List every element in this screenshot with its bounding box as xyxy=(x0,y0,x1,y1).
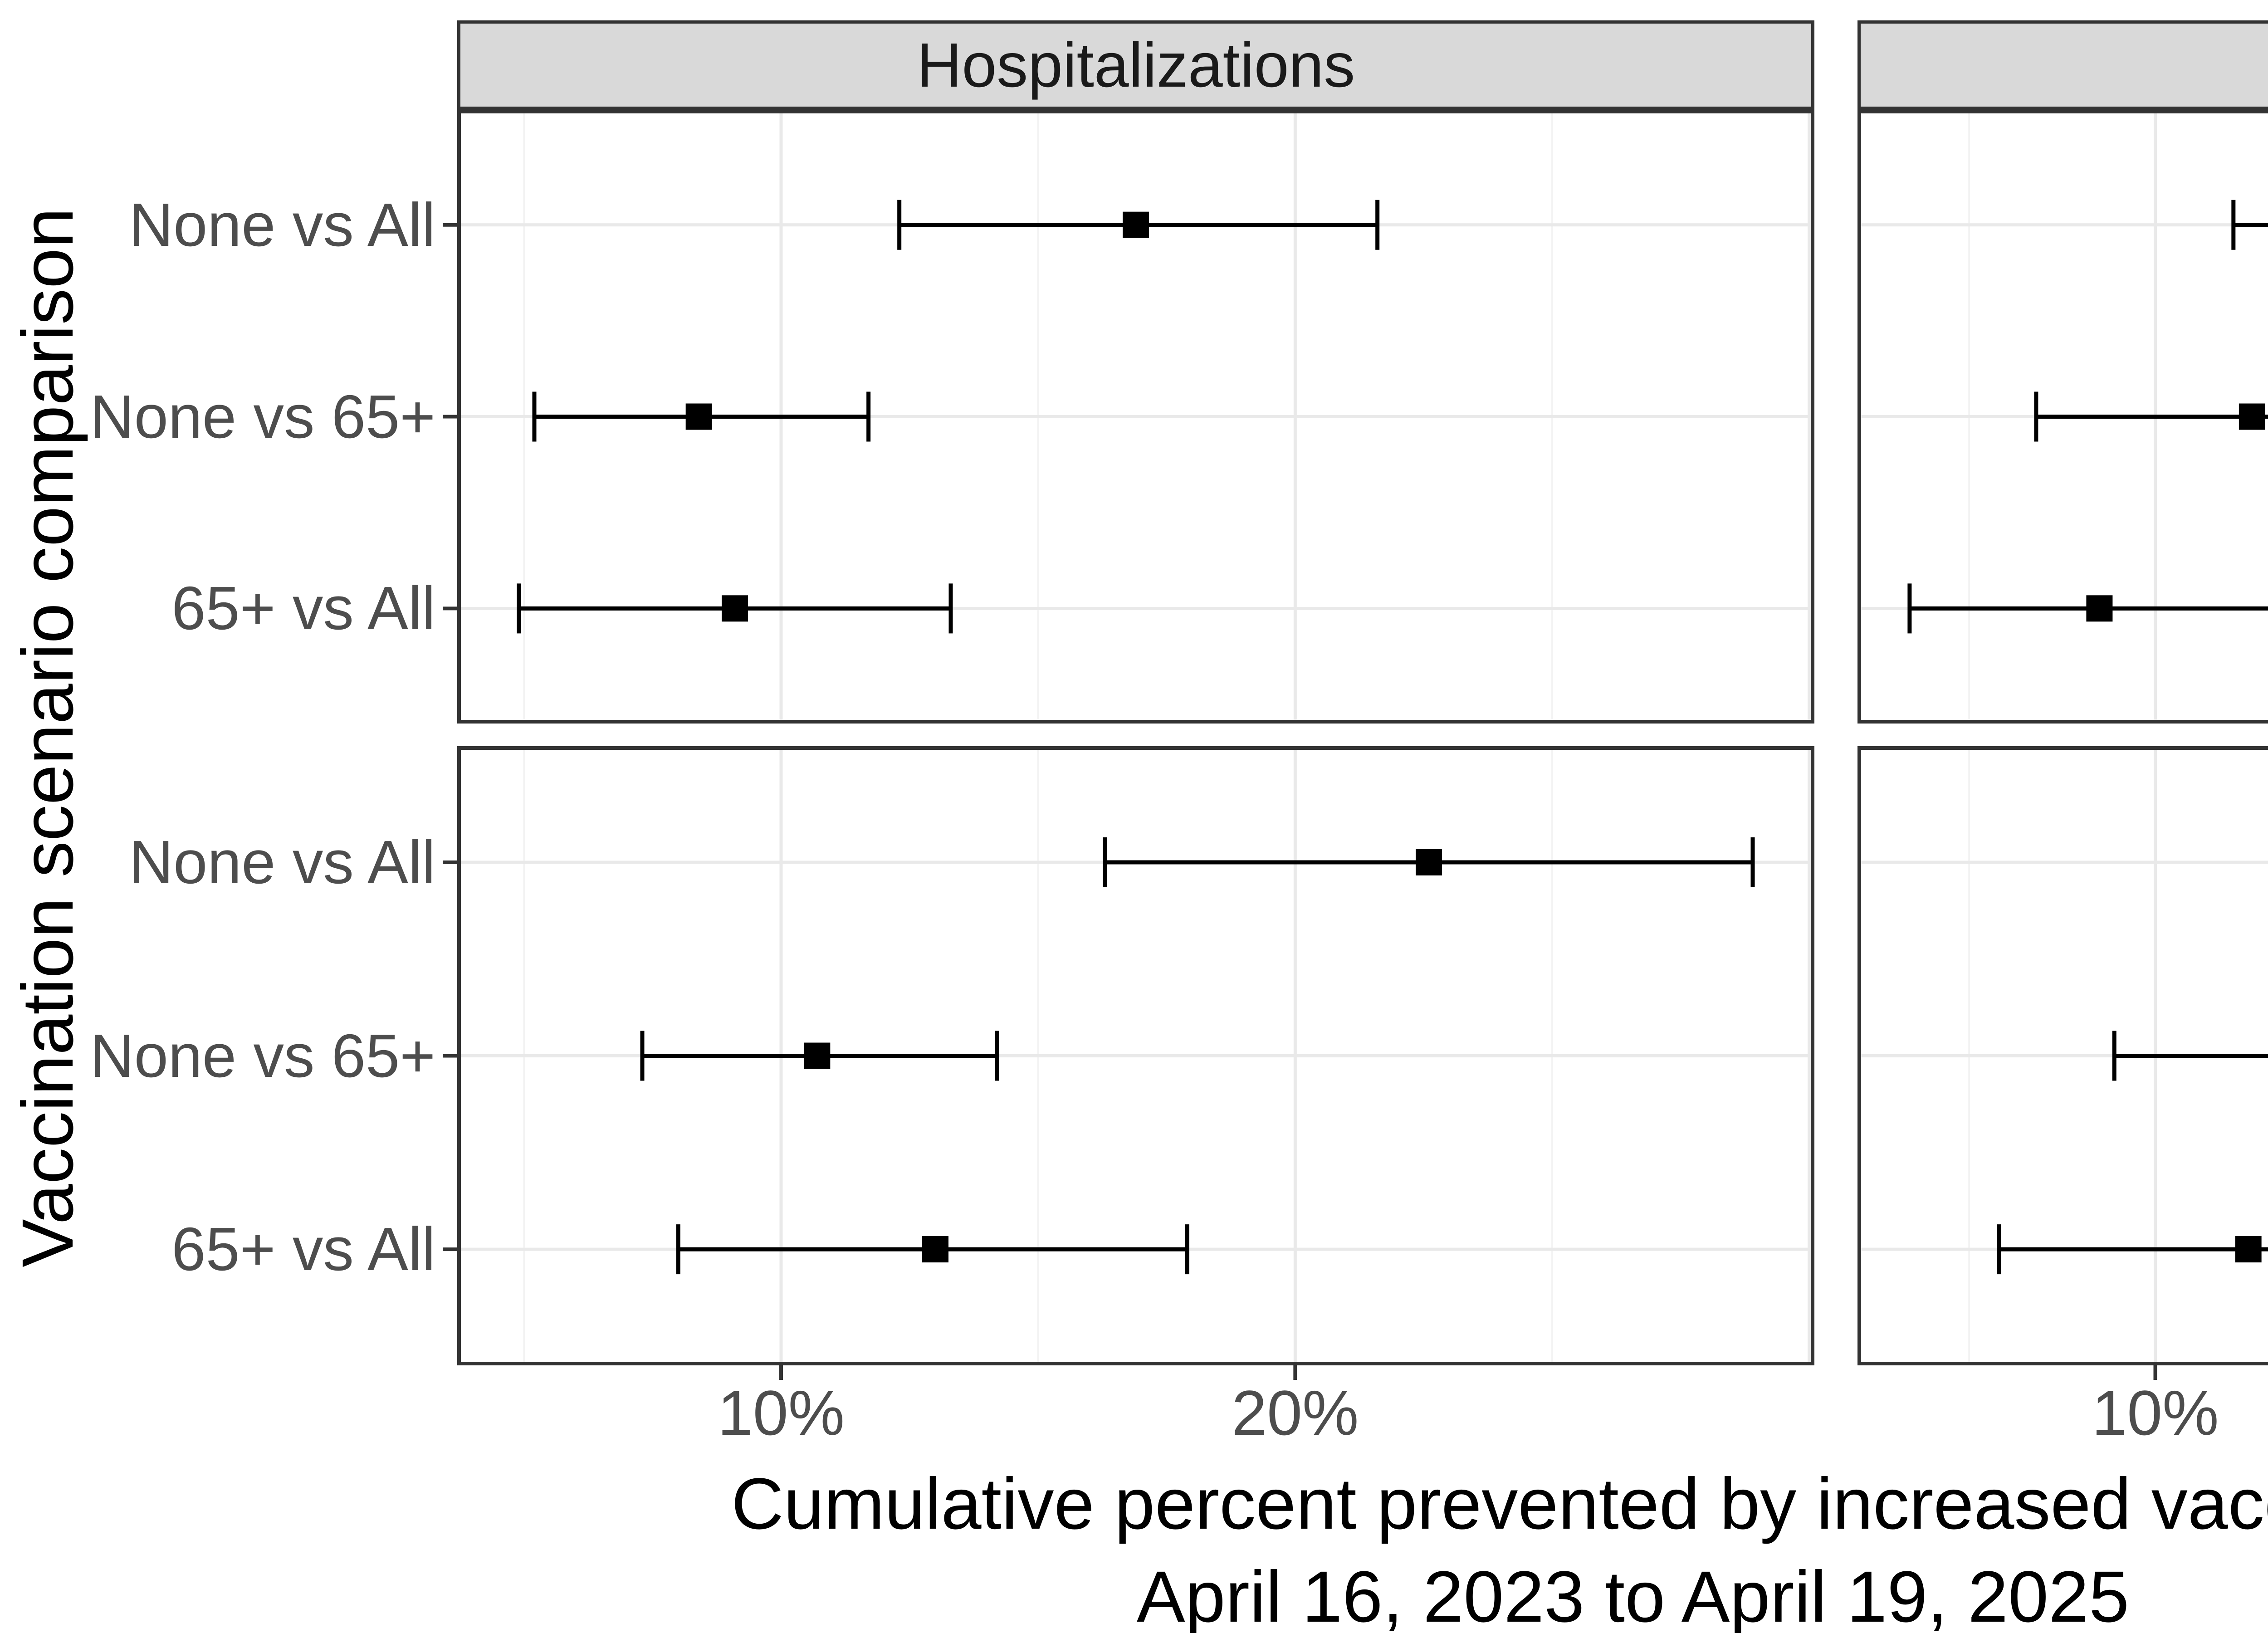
panel-border xyxy=(457,110,1814,724)
point-marker-square xyxy=(922,1236,948,1263)
x-axis-tick-label: 20% xyxy=(1232,1377,1359,1448)
facet-strip-deaths: Deaths xyxy=(1857,20,2268,110)
y-category-label: None vs 65+ xyxy=(90,382,435,451)
panel-border xyxy=(1857,110,2268,724)
y-axis-title-text: Vaccination scenario comparison xyxy=(7,207,88,1268)
point-marker-square xyxy=(722,595,748,622)
x-axis-title-line2: April 16, 2023 to April 19, 2025 xyxy=(1136,1556,2130,1633)
point-marker-square xyxy=(685,403,712,430)
point-marker-square xyxy=(2235,1236,2262,1263)
point-marker-square xyxy=(2086,595,2113,622)
point-marker-square xyxy=(1416,849,1442,875)
point-marker-square xyxy=(2239,403,2265,430)
point-marker-square xyxy=(804,1042,831,1069)
panel-border xyxy=(1857,746,2268,1365)
x-axis-tick-label: 10% xyxy=(2092,1377,2219,1448)
y-category-label: 65+ vs All xyxy=(171,574,435,643)
panel-border xyxy=(457,746,1814,1365)
point-marker-square xyxy=(1123,211,1149,238)
facet-strip-hospitalizations: Hospitalizations xyxy=(457,20,1814,110)
y-category-label: 65+ vs All xyxy=(171,1215,435,1284)
facet-strip-hospitalizations-label: Hospitalizations xyxy=(916,30,1355,100)
y-category-label: None vs All xyxy=(129,827,435,896)
x-axis-title-line1: Cumulative percent prevented by increase… xyxy=(731,1463,2268,1544)
y-category-label: None vs All xyxy=(129,190,435,259)
y-category-label: None vs 65+ xyxy=(90,1021,435,1090)
x-axis-tick-label: 10% xyxy=(717,1377,845,1448)
